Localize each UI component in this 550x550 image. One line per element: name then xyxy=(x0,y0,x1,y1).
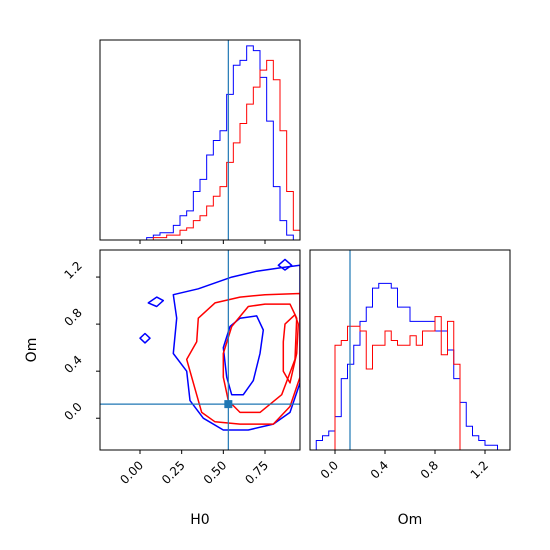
x-axis-label-H0: H0 xyxy=(190,512,209,528)
contour-ytick-label-2: 0.8 xyxy=(61,306,84,329)
histogram-H0-series-2 xyxy=(100,59,300,240)
contour-line-3 xyxy=(147,296,165,308)
histogram-Om-xtick-label-0: 0.0 xyxy=(318,458,341,481)
histogram-Om-series-2 xyxy=(310,316,510,450)
histogram-Om-xtick-label-2: 0.8 xyxy=(418,458,441,481)
histogram-Om-series-1 xyxy=(310,282,510,450)
contour-ytick-label-3: 1.2 xyxy=(61,259,84,282)
y-axis-label-Om: Om xyxy=(24,338,40,363)
contour-xtick-label-2: 0.50 xyxy=(201,458,230,487)
x-axis-label-Om: Om xyxy=(398,512,423,528)
contour-line-7 xyxy=(222,303,298,414)
contour-xtick-label-3: 0.75 xyxy=(242,458,271,487)
histogram-H0-series-1 xyxy=(100,45,300,240)
histogram-H0-panel xyxy=(99,39,301,244)
contour-line-5 xyxy=(277,258,293,271)
histogram-Om-xtick-label-1: 0.4 xyxy=(368,458,391,481)
contour-xtick-label-1: 0.25 xyxy=(159,458,188,487)
truth-marker xyxy=(224,400,233,409)
contour-line-4 xyxy=(139,332,151,344)
contour-xtick-label-0: 0.00 xyxy=(117,458,146,487)
contour-ytick-label-1: 0.4 xyxy=(61,353,84,376)
contour-ytick-label-0: 0.0 xyxy=(61,400,84,423)
contour-line-2 xyxy=(222,315,265,396)
histogram-Om-panel: Om 0.0 0.4 0.8 1.2 xyxy=(309,249,511,528)
contour-line-1 xyxy=(172,264,300,431)
histogram-Om-frame xyxy=(309,249,511,451)
contour-line-8 xyxy=(282,313,300,384)
histogram-H0-frame xyxy=(99,39,301,241)
contour-line-6 xyxy=(185,292,300,425)
contour-panel-frame xyxy=(99,249,301,451)
contour-H0-Om-panel: H0 Om 0.00 0.25 0.50 0.75 0.0 0.4 0.8 1.2 xyxy=(24,249,301,528)
histogram-Om-xtick-label-3: 1.2 xyxy=(468,458,491,481)
